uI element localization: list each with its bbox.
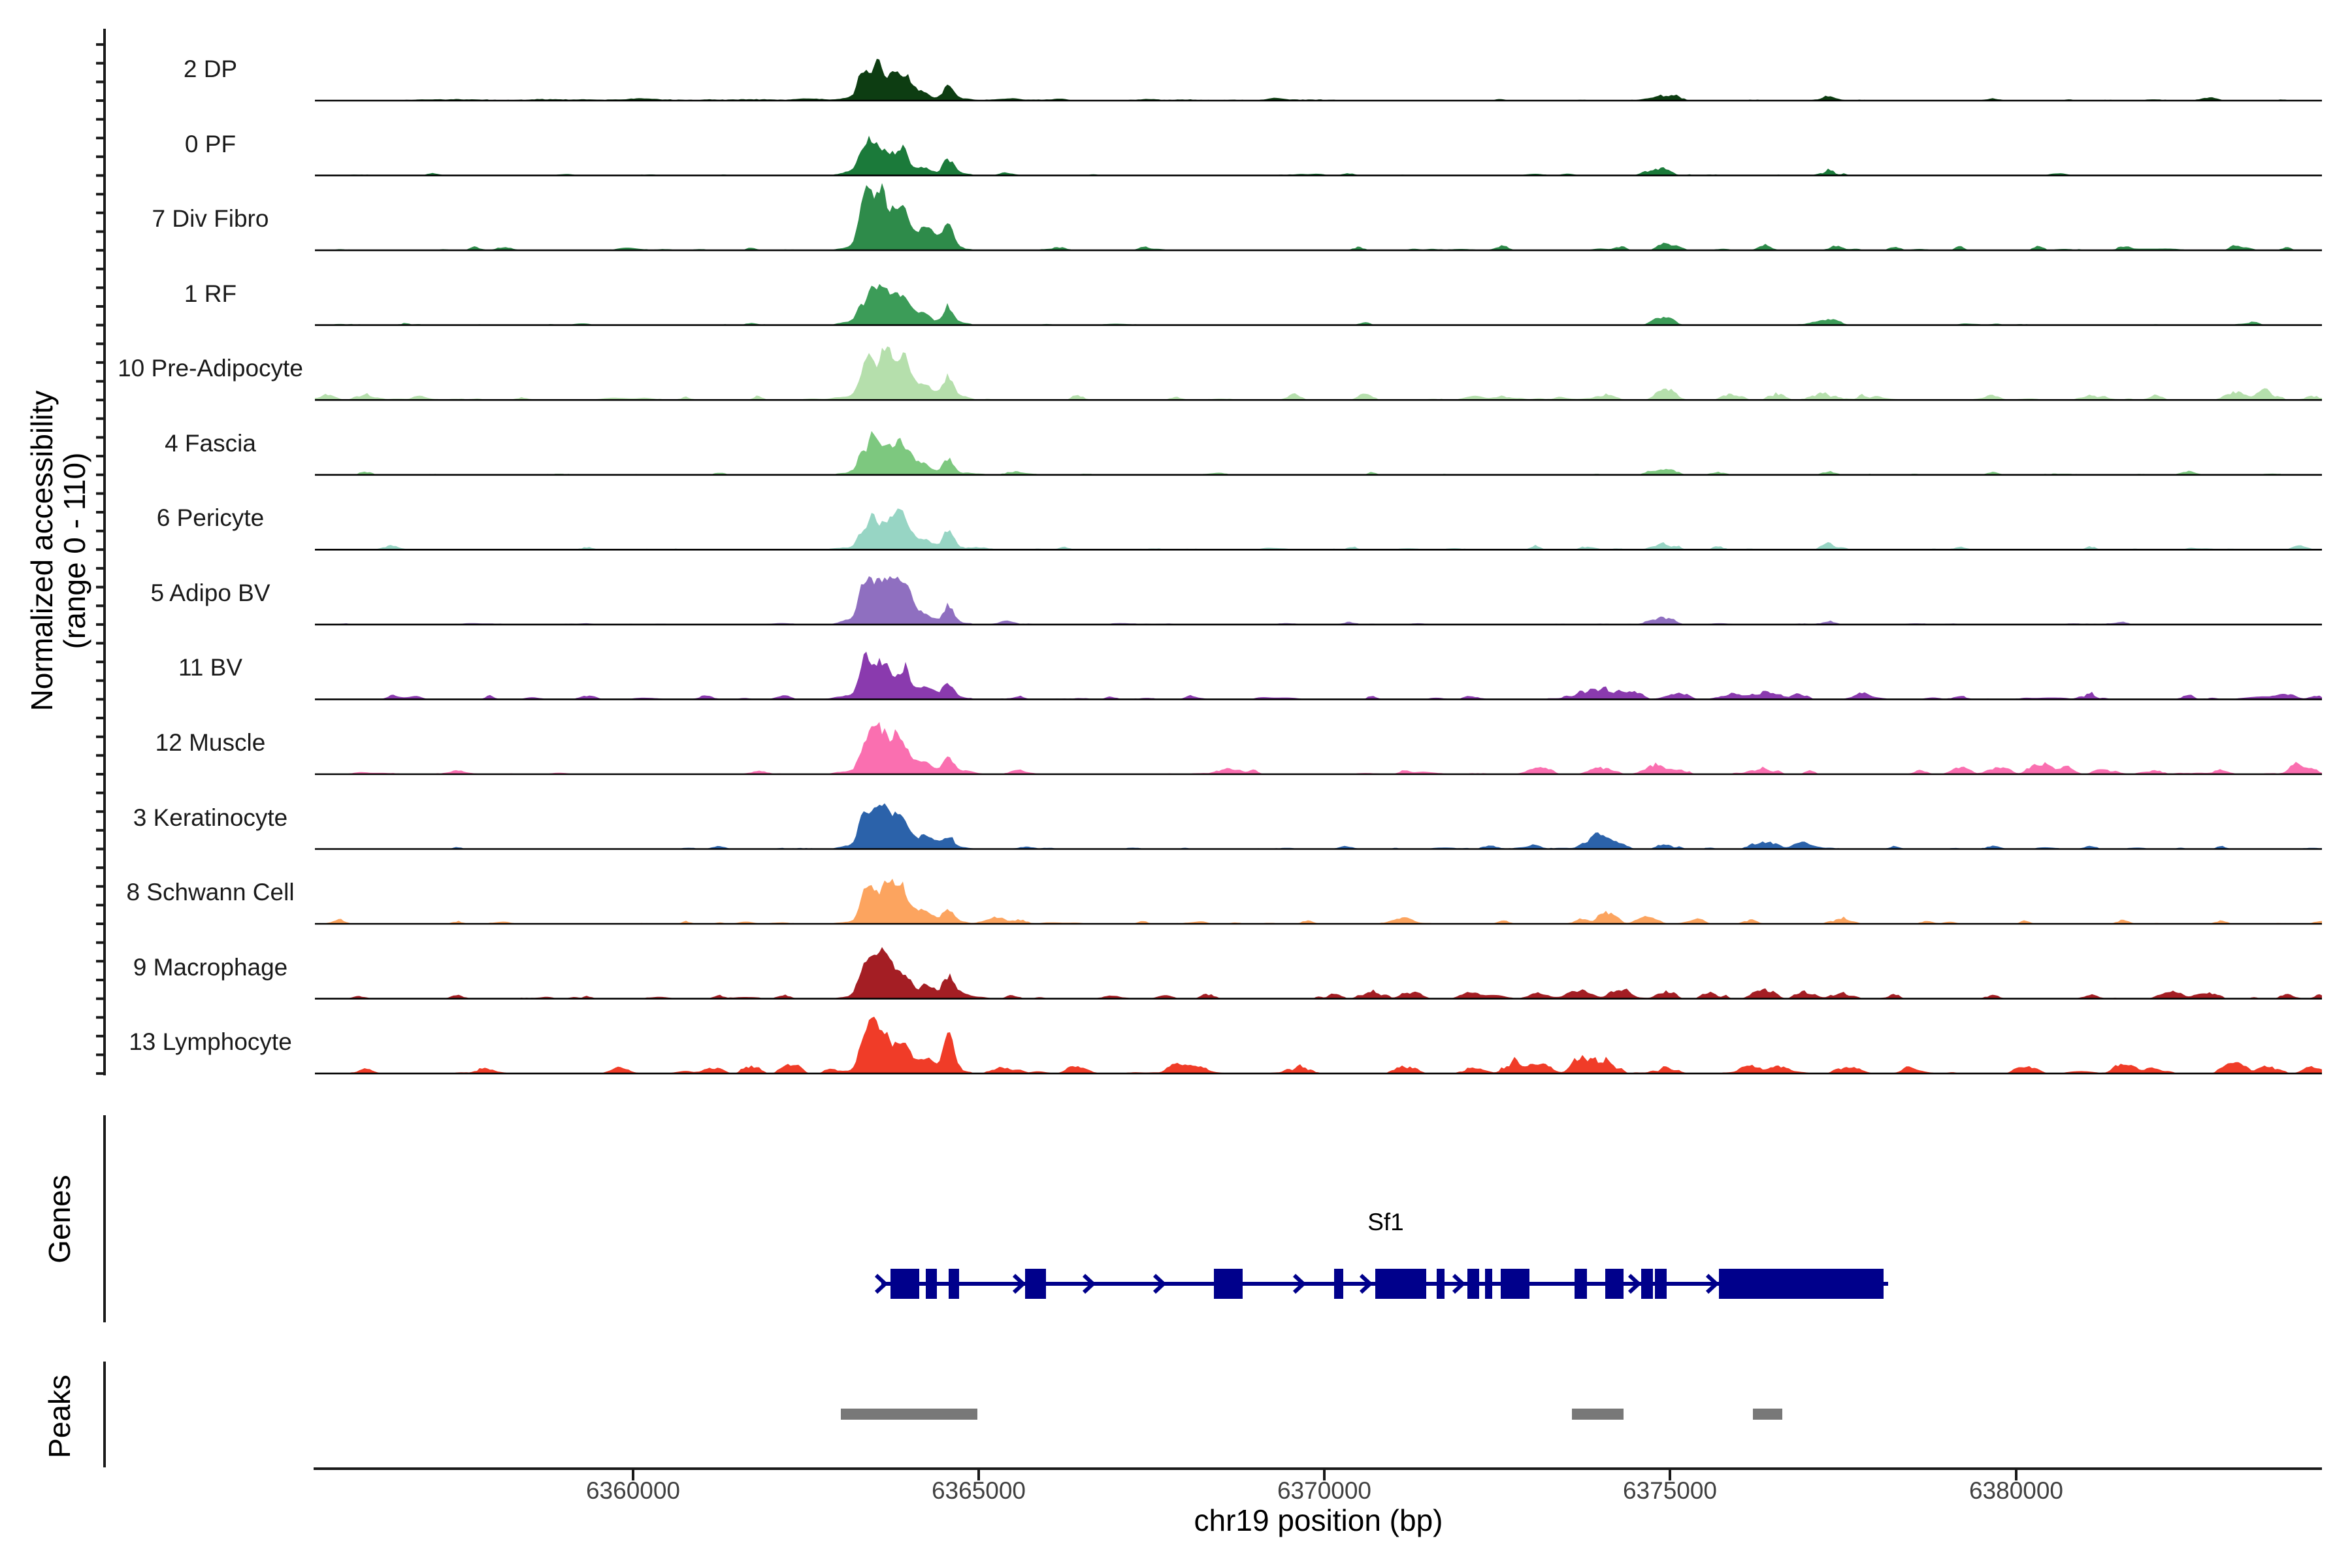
svg-text:2 DP: 2 DP bbox=[184, 56, 237, 82]
svg-text:4 Fascia: 4 Fascia bbox=[165, 430, 256, 457]
svg-text:6375000: 6375000 bbox=[1623, 1477, 1717, 1504]
svg-text:10 Pre-Adipocyte: 10 Pre-Adipocyte bbox=[118, 355, 303, 382]
svg-text:6360000: 6360000 bbox=[586, 1477, 680, 1504]
svg-text:0 PF: 0 PF bbox=[185, 131, 236, 157]
svg-text:9 Macrophage: 9 Macrophage bbox=[133, 954, 288, 981]
svg-text:11 BV: 11 BV bbox=[178, 654, 242, 681]
svg-text:Normalized accessibility: Normalized accessibility bbox=[25, 391, 59, 711]
svg-text:7 Div Fibro: 7 Div Fibro bbox=[152, 205, 269, 232]
svg-text:Peaks: Peaks bbox=[42, 1375, 76, 1458]
svg-text:6380000: 6380000 bbox=[1969, 1477, 2063, 1504]
svg-text:13 Lymphocyte: 13 Lymphocyte bbox=[129, 1028, 292, 1055]
svg-text:12 Muscle: 12 Muscle bbox=[155, 729, 266, 756]
svg-text:6365000: 6365000 bbox=[932, 1477, 1026, 1504]
svg-text:1 RF: 1 RF bbox=[184, 280, 237, 307]
svg-text:5 Adipo BV: 5 Adipo BV bbox=[150, 580, 270, 606]
svg-text:6 Pericyte: 6 Pericyte bbox=[157, 504, 265, 531]
svg-text:(range 0 - 110): (range 0 - 110) bbox=[57, 453, 91, 649]
svg-text:3 Keratinocyte: 3 Keratinocyte bbox=[133, 804, 288, 831]
svg-text:Genes: Genes bbox=[42, 1175, 76, 1264]
svg-text:8 Schwann Cell: 8 Schwann Cell bbox=[126, 879, 294, 906]
svg-text:6370000: 6370000 bbox=[1277, 1477, 1371, 1504]
svg-text:Sf1: Sf1 bbox=[1367, 1209, 1404, 1235]
svg-text:chr19 position (bp): chr19 position (bp) bbox=[1194, 1503, 1443, 1537]
